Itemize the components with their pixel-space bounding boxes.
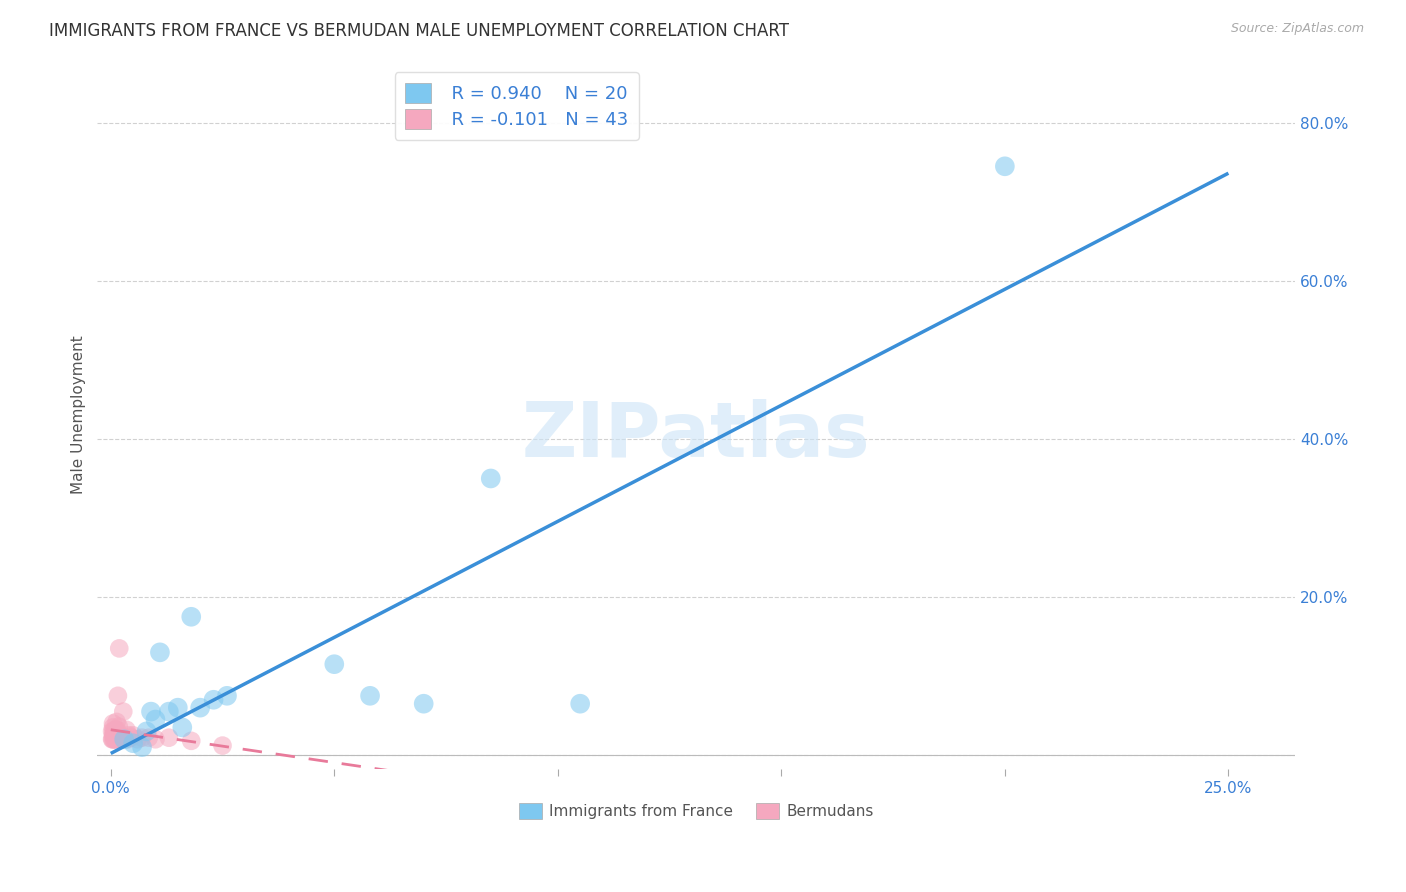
Text: IMMIGRANTS FROM FRANCE VS BERMUDAN MALE UNEMPLOYMENT CORRELATION CHART: IMMIGRANTS FROM FRANCE VS BERMUDAN MALE … xyxy=(49,22,789,40)
Point xyxy=(105,731,128,745)
Y-axis label: Male Unemployment: Male Unemployment xyxy=(72,335,86,494)
Point xyxy=(180,734,202,748)
Point xyxy=(101,728,124,742)
Point xyxy=(149,645,172,659)
Point xyxy=(103,732,125,747)
Point xyxy=(211,739,233,753)
Point xyxy=(138,731,160,745)
Point xyxy=(115,723,138,737)
Point xyxy=(101,732,124,747)
Point xyxy=(108,731,131,745)
Point xyxy=(105,728,128,742)
Point xyxy=(101,732,124,747)
Point xyxy=(131,740,153,755)
Point xyxy=(359,689,381,703)
Point xyxy=(103,728,125,742)
Point xyxy=(105,724,128,739)
Point xyxy=(127,732,149,747)
Point xyxy=(157,705,180,719)
Point xyxy=(145,732,167,747)
Point xyxy=(994,159,1017,173)
Point xyxy=(104,728,127,742)
Point xyxy=(103,724,125,739)
Text: ZIPatlas: ZIPatlas xyxy=(522,399,870,473)
Point xyxy=(101,724,124,739)
Point xyxy=(112,705,135,719)
Point xyxy=(117,728,139,742)
Point xyxy=(105,723,128,737)
Point xyxy=(101,720,124,734)
Point xyxy=(122,728,145,742)
Point xyxy=(145,713,167,727)
Point xyxy=(103,732,125,747)
Point xyxy=(111,731,134,745)
Point xyxy=(112,732,135,747)
Point xyxy=(114,731,136,745)
Point xyxy=(569,697,592,711)
Point xyxy=(172,720,194,734)
Point xyxy=(107,689,129,703)
Point xyxy=(108,641,131,656)
Point xyxy=(105,732,128,747)
Point xyxy=(131,731,153,745)
Point xyxy=(104,723,127,737)
Point xyxy=(215,689,238,703)
Point xyxy=(157,731,180,745)
Point xyxy=(104,732,127,747)
Point xyxy=(479,471,502,485)
Point xyxy=(166,700,188,714)
Point xyxy=(323,657,346,672)
Point xyxy=(108,720,131,734)
Point xyxy=(105,731,128,745)
Legend: Immigrants from France, Bermudans: Immigrants from France, Bermudans xyxy=(513,797,880,825)
Point xyxy=(202,692,225,706)
Point xyxy=(120,731,142,745)
Point xyxy=(110,732,132,747)
Point xyxy=(412,697,434,711)
Point xyxy=(139,705,162,719)
Point xyxy=(104,728,127,742)
Point xyxy=(117,732,139,747)
Point xyxy=(188,700,211,714)
Point xyxy=(122,736,145,750)
Point xyxy=(107,728,129,742)
Point xyxy=(101,716,124,731)
Point xyxy=(105,714,128,729)
Point xyxy=(103,728,125,742)
Text: Source: ZipAtlas.com: Source: ZipAtlas.com xyxy=(1230,22,1364,36)
Point xyxy=(135,724,157,739)
Point xyxy=(180,609,202,624)
